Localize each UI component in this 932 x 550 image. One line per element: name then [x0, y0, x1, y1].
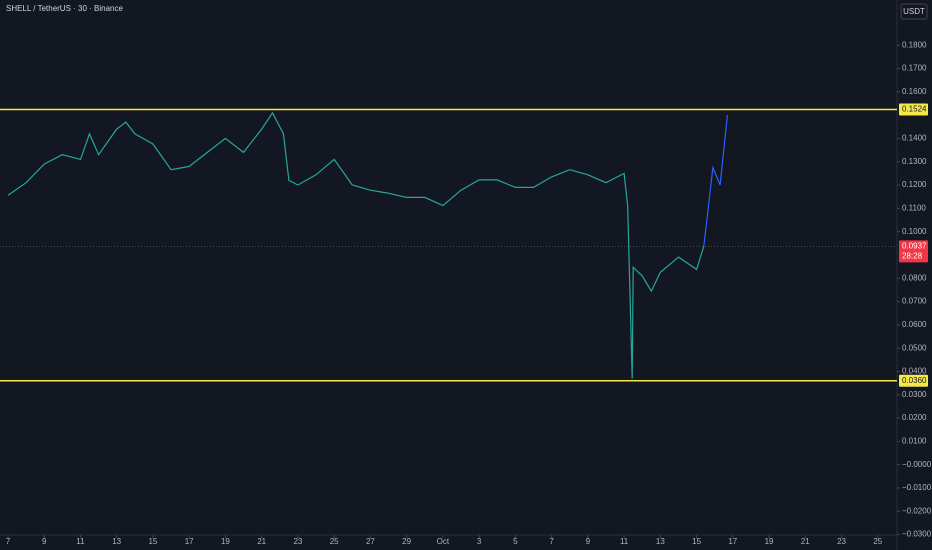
- y-tick-label: 0.1800: [902, 40, 927, 49]
- x-tick-label: 23: [837, 537, 846, 546]
- y-tick-label: −0.0000: [902, 460, 932, 469]
- x-tick-label: 27: [366, 537, 375, 546]
- currency[interactable]: USDT: [903, 7, 925, 16]
- x-tick-label: 13: [656, 537, 665, 546]
- y-tick-label: 0.0500: [902, 343, 927, 352]
- countdown: 28:28: [902, 251, 923, 260]
- y-tick-label: 0.1600: [902, 87, 927, 96]
- level-label: 0.0360: [902, 376, 927, 385]
- y-tick-label: 0.1200: [902, 180, 927, 189]
- x-tick-label: Oct: [437, 537, 450, 546]
- y-tick-label: 0.1300: [902, 157, 927, 166]
- y-tick-label: 0.0800: [902, 273, 927, 282]
- level-label-box: [899, 374, 928, 387]
- x-tick-label: 21: [801, 537, 810, 546]
- price-line: [7, 111, 705, 379]
- y-tick-label: −0.0300: [902, 530, 932, 539]
- x-tick-label: 29: [402, 537, 411, 546]
- x-tick-label: 11: [76, 537, 85, 546]
- currency-box[interactable]: [900, 3, 928, 20]
- y-tick-label: 0.0200: [902, 413, 927, 422]
- price-line: [703, 115, 728, 247]
- x-tick-label: 19: [765, 537, 774, 546]
- y-tick-label: 0.1000: [902, 227, 927, 236]
- x-tick-label: 21: [257, 537, 266, 546]
- level-label-box: [899, 103, 928, 116]
- x-tick-label: 13: [112, 537, 121, 546]
- y-tick-label: 0.0600: [902, 320, 927, 329]
- y-tick-label: 0.1700: [902, 64, 927, 73]
- x-tick-label: 9: [586, 537, 591, 546]
- level-label: 0.1524: [902, 105, 927, 114]
- x-tick-label: 9: [42, 537, 47, 546]
- y-tick-label: 0.1400: [902, 134, 927, 143]
- x-tick-label: 15: [148, 537, 157, 546]
- x-tick-label: 17: [728, 537, 737, 546]
- y-tick-label: 0.1100: [902, 203, 926, 212]
- x-tick-label: 15: [692, 537, 701, 546]
- x-tick-label: 25: [330, 537, 339, 546]
- last-price-box: [899, 240, 928, 263]
- y-tick-label: 0.0100: [902, 437, 927, 446]
- chart-title: SHELL / TetherUS · 30 · Binance: [6, 4, 124, 13]
- y-tick-label: 0.0400: [902, 367, 927, 376]
- y-tick-label: 0.0700: [902, 297, 927, 306]
- x-tick-label: 7: [549, 537, 554, 546]
- x-tick-label: 17: [185, 537, 194, 546]
- x-tick-label: 3: [477, 537, 482, 546]
- y-tick-label: −0.0100: [902, 483, 932, 492]
- y-tick-label: −0.0200: [902, 506, 932, 515]
- x-tick-label: 23: [293, 537, 302, 546]
- last-price-label: 0.0937: [902, 241, 927, 250]
- x-tick-label: 7: [6, 537, 11, 546]
- x-tick-label: 19: [221, 537, 230, 546]
- y-tick-label: 0.0300: [902, 390, 927, 399]
- x-tick-label: 25: [873, 537, 882, 546]
- x-tick-label: 11: [620, 537, 629, 546]
- x-tick-label: 5: [513, 537, 518, 546]
